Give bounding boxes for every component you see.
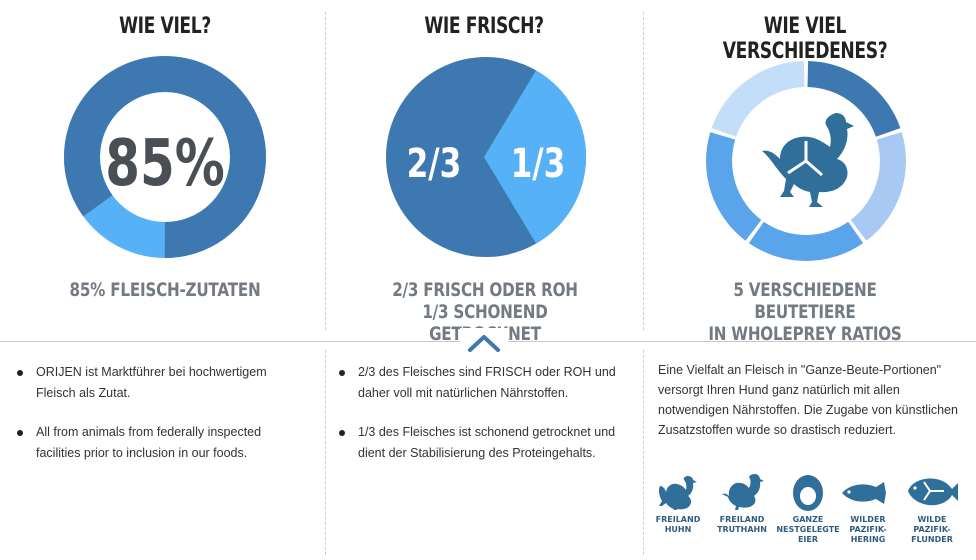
col2-bullet-2: 1/3 des Fleisches ist schonend getrockne… [336,422,634,464]
divider-top-2 [643,12,644,330]
col2-title: WIE FRISCH? [424,14,544,39]
prey-variety-donut [706,61,906,262]
prey-herring-label: WILDER PAZIFIK- HERING [849,515,887,544]
prey-chicken-icon [658,476,697,510]
col3-title: WIE VIEL VERSCHIEDENES? [722,14,888,64]
col1-caption-line1: 85% FLEISCH-ZUTATEN [69,279,261,301]
col3-caption: 5 VERSCHIEDENE BEUTETIERE IN WHOLEPREY R… [693,279,917,345]
divider-bottom-1 [325,350,326,555]
variety-ring-segment-4 [706,132,762,241]
prey-turkey-label: FREILAND TRUTHAHN [717,515,767,534]
collapse-toggle[interactable] [460,328,508,356]
col2-bullet-1: 2/3 des Fleisches sind FRISCH oder ROH u… [336,362,634,404]
prey-turkey-icon [722,474,764,510]
col3-caption-line2: IN WHOLEPREY RATIOS [708,323,902,345]
chicken-icon [762,113,854,207]
col2-caption-line1: 2/3 FRISCH ODER ROH [392,279,578,301]
prey-flounder-icon [908,478,958,506]
col1-bullet-1: ORIJEN ist Marktführer bei hochwertigem … [14,362,304,404]
variety-ring-segment-3 [748,221,864,262]
chevron-up-icon [468,335,500,352]
col3-description: Eine Vielfalt an Fleisch in "Ganze-Beute… [658,363,958,437]
col1-bullet-2: All from animals from federally inspecte… [14,422,304,464]
fresh-ratio-pie: 2/3 1/3 [386,57,587,257]
col1-caption: 85% FLEISCH-ZUTATEN [69,279,261,301]
prey-chicken-label: FREILAND HUHN [655,515,701,534]
variety-ring-segment-2 [850,132,906,241]
prey-flounder-label: WILDE PAZIFIK- FLUNDER [911,515,953,544]
variety-ring-segment-5 [711,61,805,137]
col2-bullet-list: 2/3 des Fleisches sind FRISCH oder ROH u… [336,362,634,482]
col3-caption-line1: 5 VERSCHIEDENE BEUTETIERE [733,279,877,323]
meat-percent-donut: 85% [63,55,266,258]
donut-center-value: 85% [105,126,224,201]
prey-herring-icon [842,482,886,504]
col1-title: WIE VIEL? [119,14,211,39]
pie-dried-slice [484,70,587,244]
divider-top-1 [325,12,326,330]
prey-egg-icon [793,475,823,511]
pie-left-label: 2/3 [407,141,462,187]
pie-right-label: 1/3 [511,141,566,187]
variety-ring-segment-1 [807,61,901,137]
prey-egg-label: GANZE NESTGELEGTE EIER [776,515,840,544]
divider-bottom-2 [643,350,644,555]
col1-bullet-list: ORIJEN ist Marktführer bei hochwertigem … [14,362,304,482]
